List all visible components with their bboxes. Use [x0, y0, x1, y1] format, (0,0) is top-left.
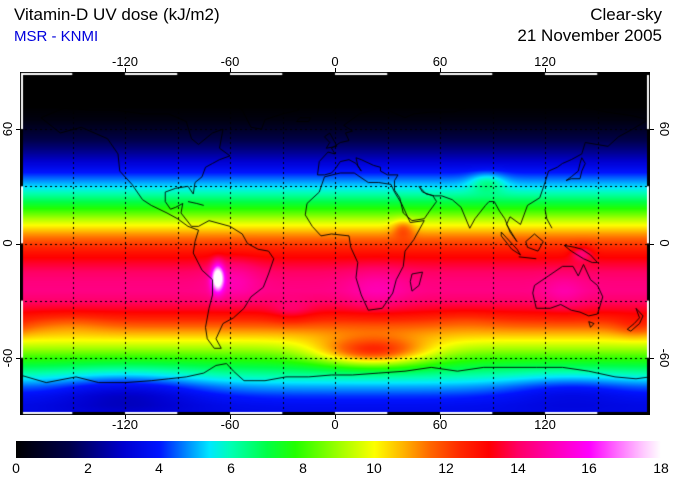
- lon-tick-mark: [125, 415, 126, 419]
- lon-tick-mark: [230, 68, 231, 72]
- lon-tick-label-bottom: -120: [111, 417, 139, 432]
- lon-tick-label-top: 120: [534, 54, 556, 69]
- lat-tick-mark: [16, 358, 20, 359]
- lat-tick-mark: [650, 244, 654, 245]
- map-canvas: [20, 72, 650, 415]
- lon-tick-mark: [335, 415, 336, 419]
- lon-tick-mark: [125, 68, 126, 72]
- lon-tick-mark: [440, 415, 441, 419]
- lon-tick-label-top: 60: [432, 54, 448, 69]
- lon-tick-label-top: -120: [111, 54, 139, 69]
- lon-tick-mark: [545, 415, 546, 419]
- lon-tick-mark: [230, 415, 231, 419]
- colorbar-tick-label: 16: [581, 460, 597, 476]
- lat-tick-mark: [650, 129, 654, 130]
- page-title: Vitamin-D UV dose (kJ/m2): [14, 5, 220, 24]
- lon-tick-mark: [335, 68, 336, 72]
- lon-tick-label-bottom: 0: [331, 417, 339, 432]
- lat-tick-label-right: -60: [657, 348, 672, 368]
- lat-tick-label-left: 0: [0, 239, 15, 247]
- colorbar-tick-label: 0: [12, 460, 20, 476]
- map-plot: [16, 68, 654, 419]
- date-label: 21 November 2005: [517, 26, 662, 45]
- lat-tick-mark: [650, 358, 654, 359]
- colorbar-tick-label: 14: [510, 460, 526, 476]
- lat-tick-label-right: 60: [657, 121, 672, 137]
- colorbar-tick-label: 10: [366, 460, 382, 476]
- lat-tick-label-left: 60: [0, 121, 15, 137]
- lat-tick-mark: [16, 244, 20, 245]
- lon-tick-label-top: 0: [331, 54, 339, 69]
- lat-tick-label-left: -60: [0, 348, 15, 368]
- colorbar-tick-label: 8: [299, 460, 307, 476]
- colorbar-tick-label: 2: [84, 460, 92, 476]
- lon-tick-label-bottom: 120: [534, 417, 556, 432]
- lon-tick-label-bottom: -60: [220, 417, 240, 432]
- lon-tick-mark: [545, 68, 546, 72]
- lat-tick-mark: [16, 129, 20, 130]
- lat-tick-label-right: 0: [657, 239, 672, 247]
- colorbar-gradient: [16, 441, 661, 458]
- lon-tick-label-bottom: 60: [432, 417, 448, 432]
- colorbar-tick-label: 6: [227, 460, 235, 476]
- lon-tick-label-top: -60: [220, 54, 240, 69]
- colorbar-tick-label: 18: [653, 460, 669, 476]
- colorbar-tick-label: 4: [155, 460, 163, 476]
- lon-tick-mark: [440, 68, 441, 72]
- data-source-label: MSR - KNMI: [14, 28, 99, 45]
- colorbar-tick-label: 12: [438, 460, 454, 476]
- sky-condition-label: Clear-sky: [590, 5, 662, 24]
